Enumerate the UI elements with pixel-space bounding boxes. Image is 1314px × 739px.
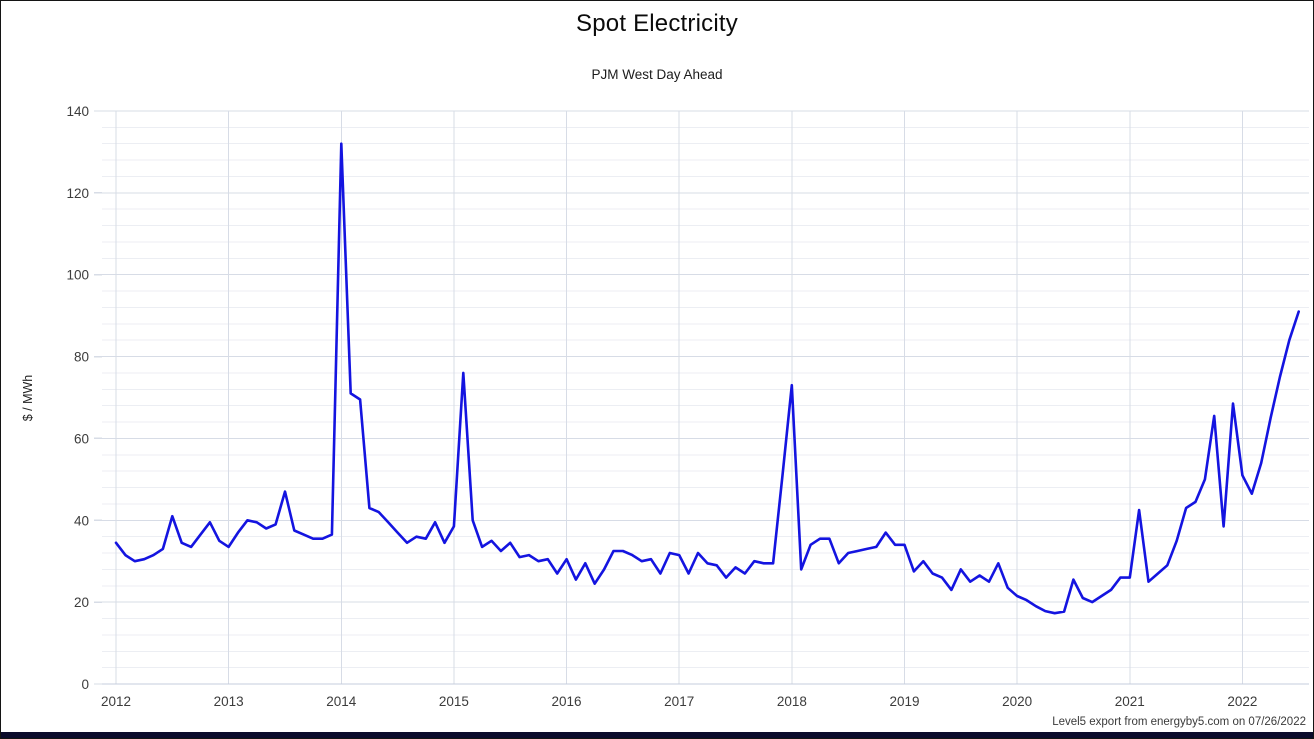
bottom-brand-bar: [1, 732, 1313, 738]
chart-title: Spot Electricity: [576, 10, 738, 37]
y-tick-label: 20: [74, 595, 89, 610]
y-tick-label: 80: [74, 350, 89, 365]
export-footer-note: Level5 export from energyby5.com on 07/2…: [1052, 716, 1306, 728]
y-tick-label: 0: [81, 677, 89, 692]
x-tick-label: 2015: [439, 694, 469, 709]
y-tick-label: 140: [66, 104, 89, 119]
x-tick-label: 2022: [1227, 694, 1257, 709]
y-tick-label: 100: [66, 268, 89, 283]
y-axis-title: $ / MWh: [21, 374, 35, 422]
x-tick-label: 2019: [889, 694, 919, 709]
y-tick-label: 40: [74, 513, 89, 528]
price-line: [114, 142, 1300, 615]
x-tick-label: 2012: [101, 694, 131, 709]
x-tick-label: 2014: [326, 694, 357, 709]
x-tick-label: 2018: [777, 694, 807, 709]
y-tick-label: 60: [74, 431, 89, 446]
y-tick-label: 120: [66, 186, 89, 201]
x-tick-label: 2016: [552, 694, 582, 709]
chart-subtitle: PJM West Day Ahead: [591, 67, 723, 82]
x-tick-label: 2020: [1002, 694, 1032, 709]
x-tick-label: 2021: [1115, 694, 1145, 709]
x-tick-label: 2013: [214, 694, 244, 709]
x-tick-label: 2017: [664, 694, 694, 709]
